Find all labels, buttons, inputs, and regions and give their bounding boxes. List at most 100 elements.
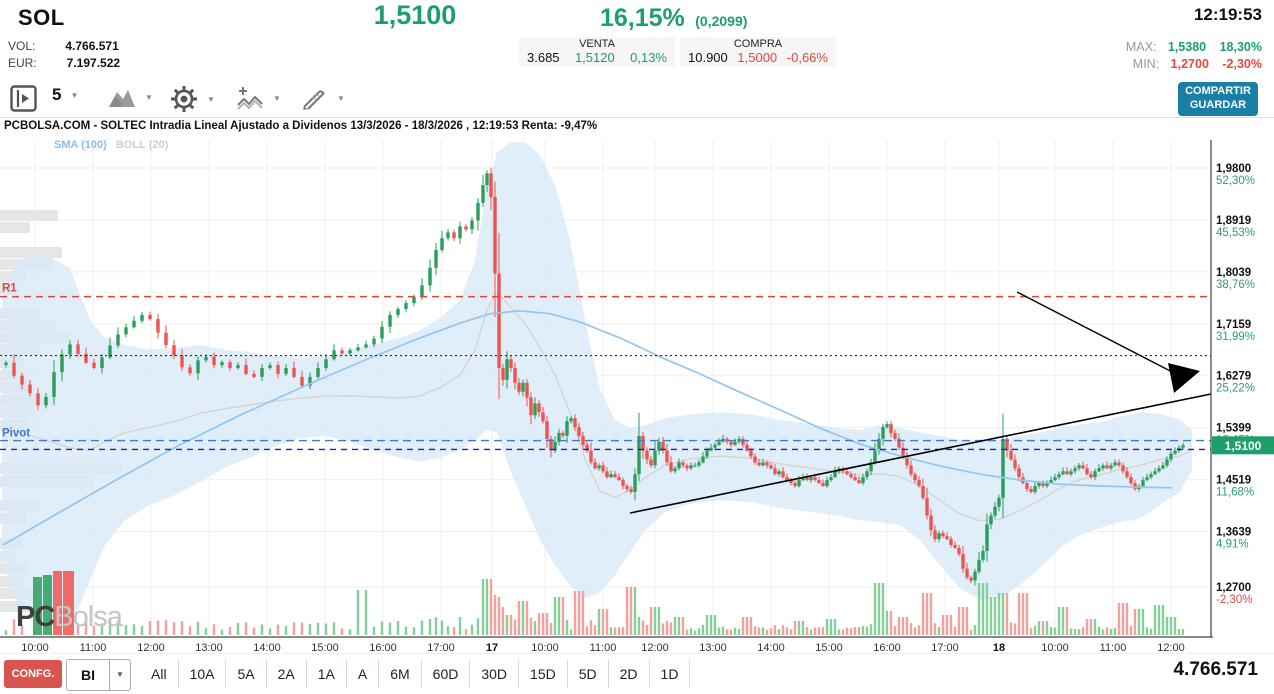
candle-body	[36, 393, 40, 406]
chart-title: PCBOLSA.COM - SOLTEC Intradia Lineal Aju…	[4, 120, 598, 132]
volume-bar	[693, 630, 697, 635]
indicator-legend[interactable]: SMA (100) BOLL (20)	[54, 139, 168, 151]
range-button-5A[interactable]: 5A	[226, 660, 267, 688]
volume-bar	[689, 628, 693, 635]
bid-qty: 10.900	[688, 50, 728, 65]
volume-bar	[685, 629, 689, 635]
volume-bar	[649, 607, 653, 635]
volume-bar	[585, 626, 589, 635]
candle-body	[605, 471, 609, 478]
volume-bar	[1017, 593, 1021, 635]
candle-body	[1025, 483, 1029, 489]
range-button-All[interactable]: All	[140, 660, 179, 688]
interval-selector[interactable]: 5 ▼	[52, 85, 78, 105]
candle-body	[761, 462, 765, 466]
volume-bar	[340, 628, 344, 635]
volume-bar	[897, 617, 901, 635]
y-tick-percent: 25,22%	[1216, 383, 1255, 395]
share-save-button[interactable]: COMPARTIR GUARDAR	[1178, 82, 1258, 116]
volume-bar	[1121, 603, 1125, 635]
range-button-30D[interactable]: 30D	[470, 660, 520, 688]
volume-bar	[1073, 628, 1077, 635]
volume-bar	[865, 626, 869, 635]
candle-body	[649, 459, 653, 466]
range-button-15D[interactable]: 15D	[519, 660, 568, 688]
vol-label: VOL:	[8, 39, 36, 53]
candle-body	[116, 334, 120, 346]
candle-body	[172, 345, 176, 356]
change-block: 16,15% (0,2099)	[600, 4, 747, 33]
volume-bar	[140, 626, 144, 635]
range-button-60D[interactable]: 60D	[422, 660, 471, 688]
candle-body	[585, 444, 589, 451]
candle-body	[617, 477, 621, 481]
volume-bar	[1013, 623, 1017, 635]
volume-bar	[777, 629, 781, 635]
chevron-down-icon[interactable]: ▼	[109, 660, 130, 690]
chart-area[interactable]: R1 Pivot 1,9800 52,30% 1,8919 45,53% 1,8039 38,…	[0, 135, 1274, 655]
candle-body	[689, 465, 693, 469]
candle-body	[260, 368, 264, 377]
chart-type-selector[interactable]: ▼	[108, 85, 153, 109]
candle-body	[1149, 474, 1153, 478]
range-button-1D[interactable]: 1D	[650, 660, 691, 688]
range-button-2D[interactable]: 2D	[609, 660, 650, 688]
candle-body	[92, 362, 96, 368]
candle-body	[100, 357, 104, 368]
add-indicator-selector[interactable]: ▼	[236, 85, 281, 111]
y-tick-percent: -2,30%	[1216, 594, 1252, 606]
panel-toggle-button[interactable]	[10, 85, 37, 112]
range-button-10A[interactable]: 10A	[179, 660, 227, 688]
bid-price: 1,5000	[737, 50, 778, 65]
candle-body	[434, 250, 438, 268]
volume-bar	[769, 628, 773, 635]
volume-bar	[204, 628, 208, 635]
volume-bar	[577, 591, 581, 635]
range-button-1A[interactable]: 1A	[307, 660, 347, 688]
candle-body	[1113, 462, 1117, 466]
draw-tools-selector[interactable]: ▼	[300, 85, 345, 111]
candle-body	[332, 350, 336, 360]
settings-selector[interactable]: ▼	[170, 85, 215, 113]
symbol-title: SOL	[18, 5, 65, 30]
candle-body	[509, 359, 513, 368]
volume-bar	[757, 627, 761, 635]
index-select[interactable]: BI ▼	[66, 659, 131, 691]
candle-body	[737, 438, 741, 442]
min-pct: -2,30%	[1222, 57, 1262, 71]
candle-body	[1173, 450, 1177, 454]
candle-body	[340, 350, 344, 354]
range-button-6M[interactable]: 6M	[379, 660, 422, 688]
config-button[interactable]: CONFG.	[4, 660, 62, 688]
volume-bar	[92, 625, 96, 635]
candle-body	[821, 483, 825, 486]
candle-body	[769, 465, 773, 469]
volume-bar	[300, 622, 304, 635]
change-percent: 16,15%	[600, 4, 685, 32]
index-select-value[interactable]: BI	[81, 667, 95, 683]
candle-body	[1065, 471, 1069, 475]
candle-body	[929, 515, 933, 531]
volume-bar	[657, 607, 661, 635]
candle-body	[641, 435, 645, 451]
watermark-light: Bolsa	[54, 601, 123, 633]
candle-body	[1005, 438, 1009, 451]
candle-body	[993, 506, 997, 516]
volume-bar	[617, 627, 621, 635]
volume-bar	[977, 583, 981, 635]
y-tick-percent: 4,91%	[1216, 538, 1249, 550]
volume-bar	[1021, 593, 1025, 635]
range-button-5D[interactable]: 5D	[568, 660, 609, 688]
candle-body	[977, 559, 981, 572]
range-button-A[interactable]: A	[347, 660, 380, 688]
volume-bar	[1025, 593, 1029, 635]
candle-body	[364, 344, 368, 348]
candle-body	[412, 297, 416, 304]
eur-row: EUR: 7.197.522	[8, 56, 120, 70]
candle-body	[12, 362, 16, 376]
volume-bar	[1113, 627, 1117, 635]
candle-body	[897, 438, 901, 448]
candle-body	[1101, 465, 1105, 469]
range-button-2A[interactable]: 2A	[267, 660, 307, 688]
